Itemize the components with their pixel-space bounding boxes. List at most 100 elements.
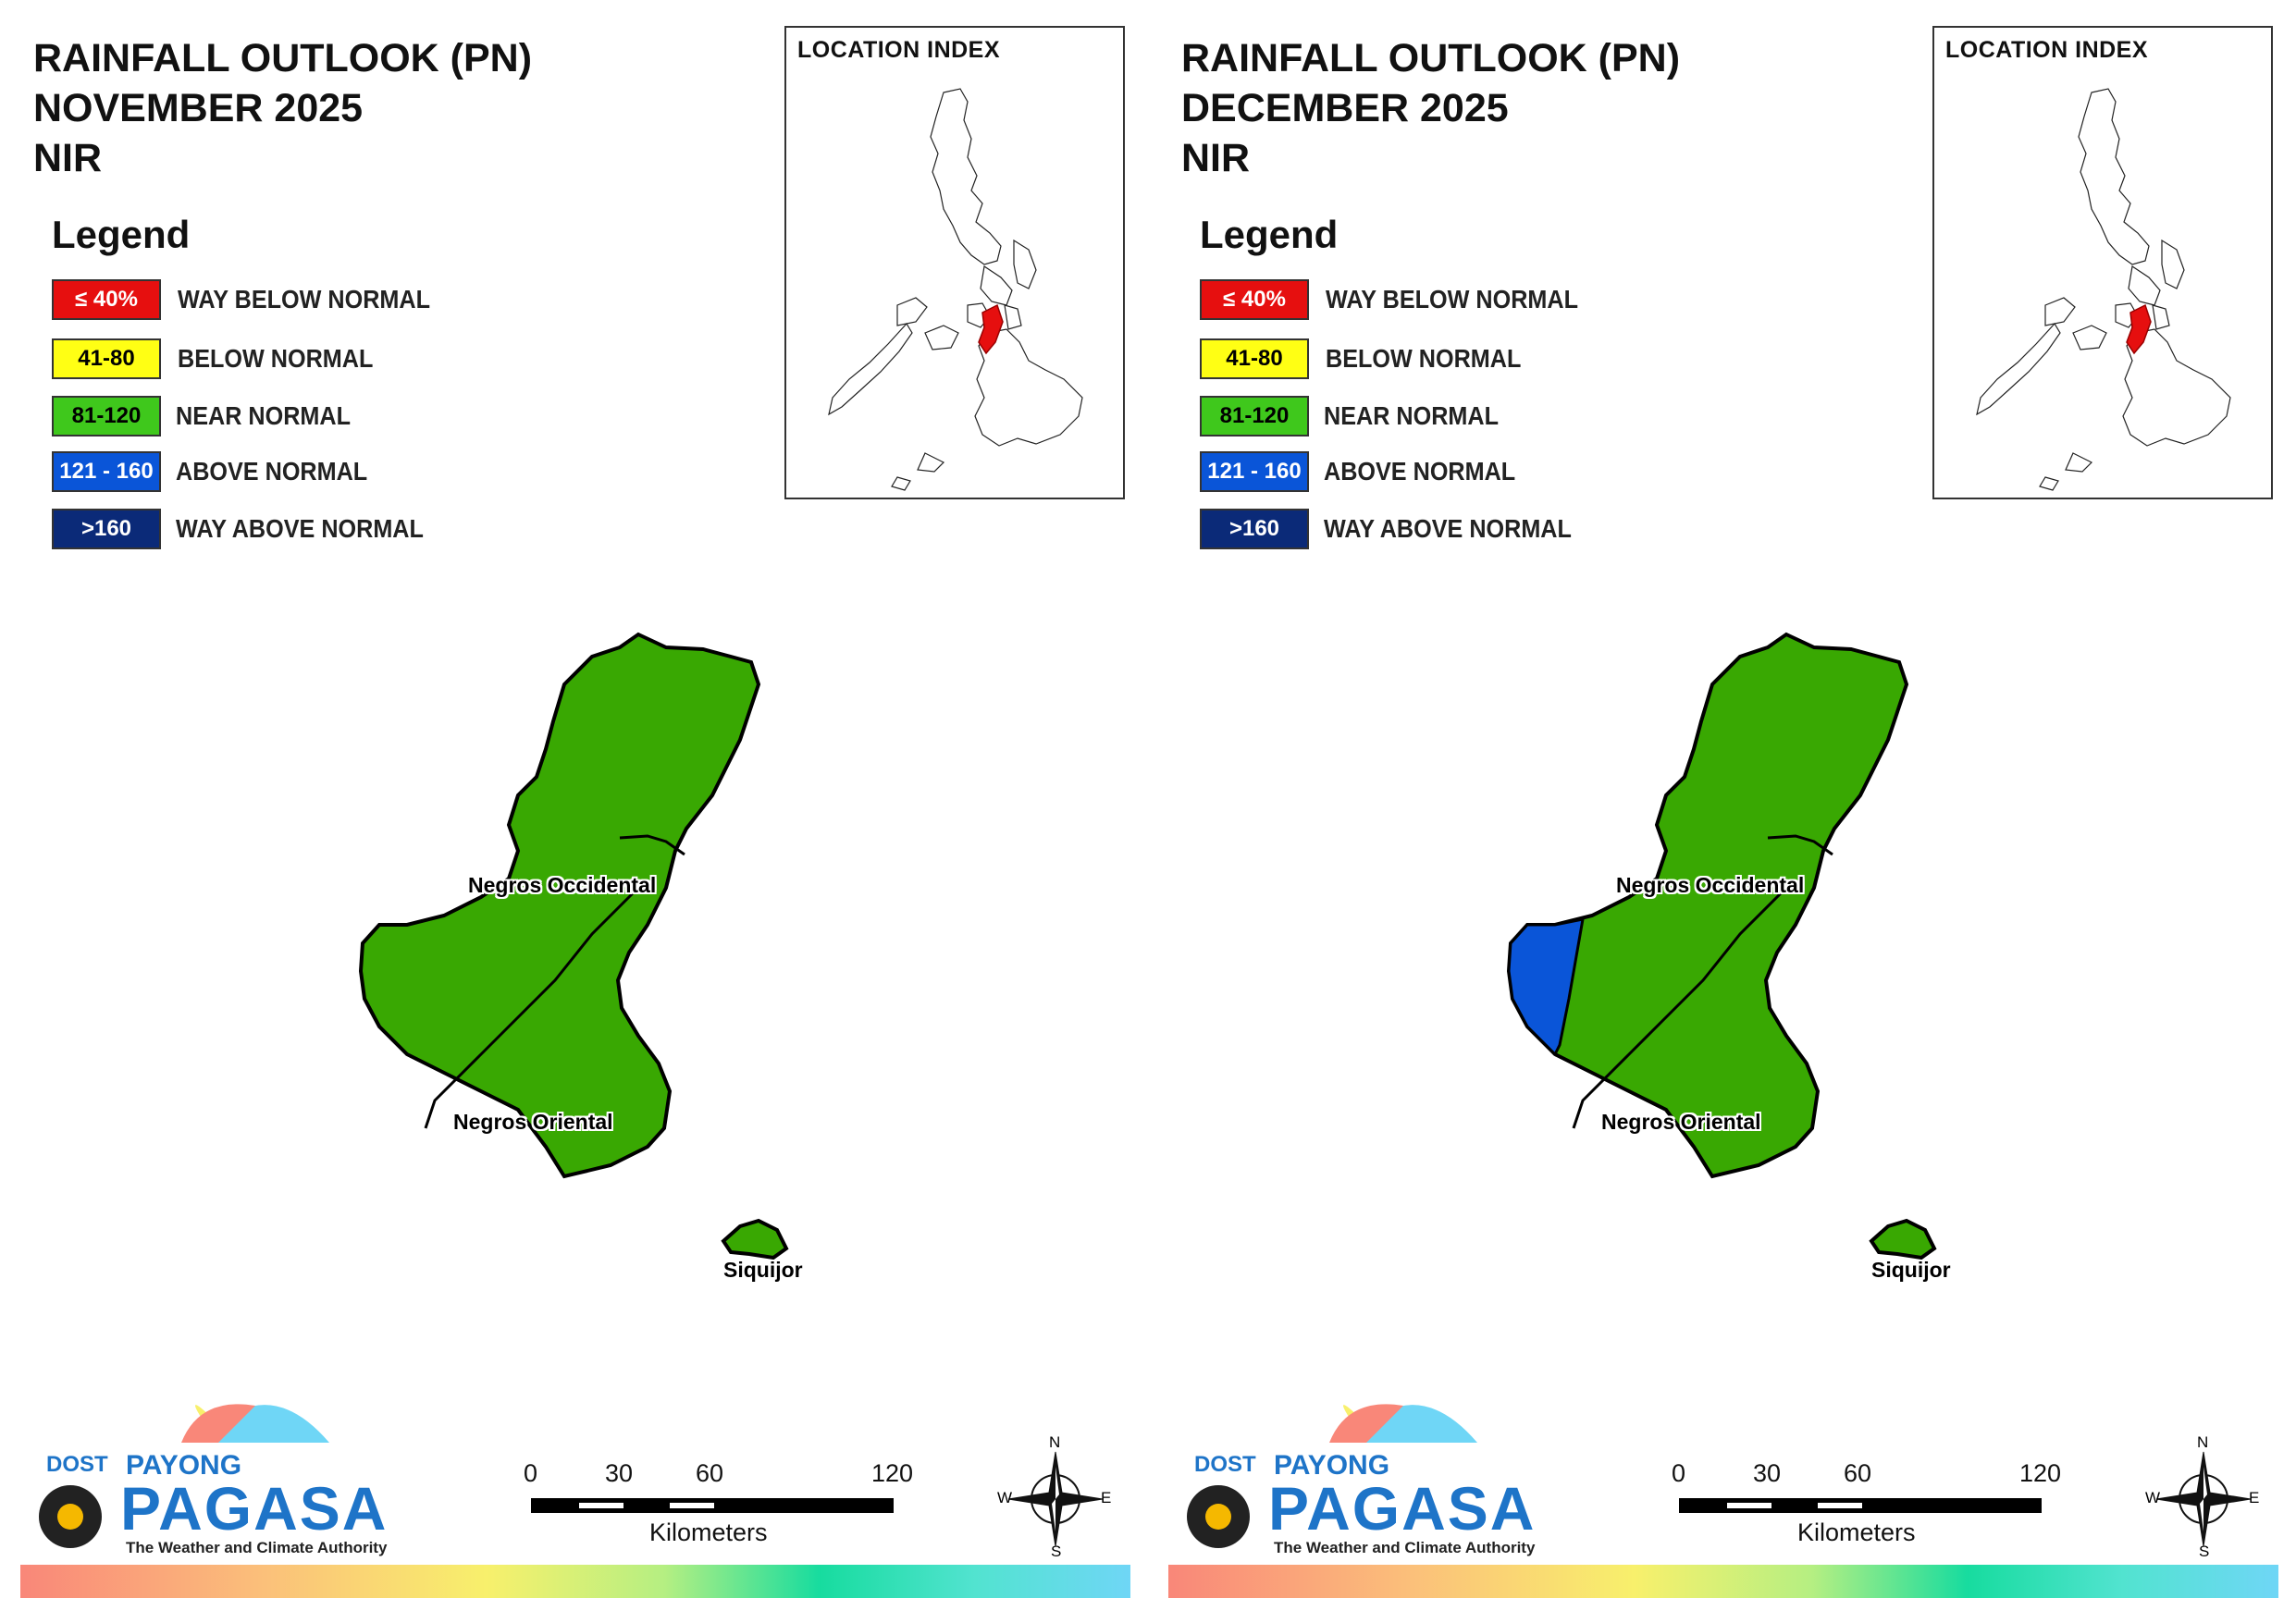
province-boundary xyxy=(424,886,640,1129)
scale-bar-graphic xyxy=(531,1498,894,1513)
province-label-negros-oriental: Negros Oriental xyxy=(453,1110,613,1134)
compass-west: W xyxy=(2145,1489,2161,1506)
legend-item-above-normal: 121 - 160 ABOVE NORMAL xyxy=(52,451,440,492)
legend-label: WAY ABOVE NORMAL xyxy=(1324,514,1572,543)
scale-tick-label: 60 xyxy=(1844,1459,1872,1487)
province-boundary xyxy=(619,834,685,856)
umbrella-icon xyxy=(39,1404,329,1548)
legend-item-way-below-normal: ≤ 40% WAY BELOW NORMAL xyxy=(1200,279,1588,320)
legend-label: BELOW NORMAL xyxy=(1326,344,1522,373)
legend-swatch: >160 xyxy=(52,509,161,549)
color-gradient-bar xyxy=(1168,1565,2278,1598)
highlighted-region xyxy=(978,303,1004,355)
legend-item-below-normal: 41-80 BELOW NORMAL xyxy=(52,338,440,379)
outlook-panel-december: RAINFALL OUTLOOK (PN) DECEMBER 2025 NIR … xyxy=(1148,0,2296,1623)
location-index-title: LOCATION INDEX xyxy=(1945,37,2149,63)
north-arrow-compass: N S W E xyxy=(995,1433,1116,1560)
logo-payong-text: PAYONG xyxy=(126,1450,242,1481)
scale-unit-label: Kilometers xyxy=(649,1518,768,1546)
legend-label: ABOVE NORMAL xyxy=(1324,457,1516,486)
scale-tick-label: 60 xyxy=(696,1459,724,1487)
compass-north: N xyxy=(1049,1433,1061,1451)
title-line-1: RAINFALL OUTLOOK (PN) xyxy=(1181,36,1681,80)
province-label-siquijor: Siquijor xyxy=(723,1258,803,1282)
legend-label: NEAR NORMAL xyxy=(1324,401,1499,430)
legend-swatch: ≤ 40% xyxy=(1200,279,1309,320)
scale-tick-label: 0 xyxy=(524,1459,538,1487)
location-index-title: LOCATION INDEX xyxy=(797,37,1001,63)
compass-west: W xyxy=(997,1489,1013,1506)
scale-tick-label: 30 xyxy=(1753,1459,1782,1487)
siquijor-island xyxy=(1869,1218,1937,1260)
legend-swatch: 81-120 xyxy=(1200,396,1309,436)
title-line-2: NOVEMBER 2025 xyxy=(33,86,364,130)
legend-swatch: 41-80 xyxy=(1200,338,1309,379)
scale-tick-label: 30 xyxy=(605,1459,634,1487)
legend-item-way-below-normal: ≤ 40% WAY BELOW NORMAL xyxy=(52,279,440,320)
compass-south: S xyxy=(1051,1543,1062,1560)
title-line-1: RAINFALL OUTLOOK (PN) xyxy=(33,36,533,80)
legend-item-way-above-normal: >160 WAY ABOVE NORMAL xyxy=(52,509,440,549)
logo-pagasa-text: PAGASA xyxy=(120,1474,389,1543)
legend-item-way-above-normal: >160 WAY ABOVE NORMAL xyxy=(1200,509,1588,549)
legend-item-near-normal: 81-120 NEAR NORMAL xyxy=(52,396,440,436)
legend-label: BELOW NORMAL xyxy=(178,344,374,373)
province-boundary xyxy=(1767,834,1833,856)
negros-island-map xyxy=(1506,632,1937,1260)
legend-swatch: 81-120 xyxy=(52,396,161,436)
logo-payong-text: PAYONG xyxy=(1274,1450,1390,1481)
compass-rose-icon xyxy=(1007,1451,1104,1547)
legend-swatch: 41-80 xyxy=(52,338,161,379)
scale-bar: 0 30 60 120 Kilometers xyxy=(524,1459,931,1552)
north-arrow-compass: N S W E xyxy=(2143,1433,2264,1560)
compass-north: N xyxy=(2197,1433,2209,1451)
color-gradient-bar xyxy=(20,1565,1130,1598)
compass-rose-icon xyxy=(2155,1451,2252,1547)
title-line-3: NIR xyxy=(1181,136,1251,180)
province-label-negros-occidental: Negros Occidental xyxy=(1616,873,1805,897)
province-label-negros-oriental: Negros Oriental xyxy=(1601,1110,1761,1134)
legend-item-above-normal: 121 - 160 ABOVE NORMAL xyxy=(1200,451,1588,492)
legend-swatch: >160 xyxy=(1200,509,1309,549)
umbrella-icon xyxy=(1187,1404,1477,1548)
above-normal-area xyxy=(1507,917,1585,1057)
legend-label: WAY ABOVE NORMAL xyxy=(176,514,424,543)
logo-tagline: The Weather and Climate Authority xyxy=(1274,1539,1536,1556)
location-index-map: LOCATION INDEX xyxy=(784,26,1125,499)
map-title: RAINFALL OUTLOOK (PN) NOVEMBER 2025 NIR xyxy=(33,33,532,183)
title-line-2: DECEMBER 2025 xyxy=(1181,86,1509,130)
compass-east: E xyxy=(1101,1489,1112,1506)
philippines-outline xyxy=(1976,88,2231,491)
legend-label: WAY BELOW NORMAL xyxy=(1326,285,1579,314)
legend-swatch: 121 - 160 xyxy=(1200,451,1309,492)
negros-island-shape xyxy=(358,632,761,1179)
province-label-negros-occidental: Negros Occidental xyxy=(468,873,657,897)
philippines-outline xyxy=(828,88,1083,491)
legend-label: WAY BELOW NORMAL xyxy=(178,285,431,314)
legend-item-below-normal: 41-80 BELOW NORMAL xyxy=(1200,338,1588,379)
scale-bar: 0 30 60 120 Kilometers xyxy=(1672,1459,2079,1552)
scale-tick-label: 120 xyxy=(871,1459,914,1487)
payong-pagasa-logo: DOST PAYONG PAGASA The Weather and Clima… xyxy=(1181,1387,1537,1563)
legend-swatch: ≤ 40% xyxy=(52,279,161,320)
logo-dost-text: DOST xyxy=(1194,1452,1256,1477)
legend-title: Legend xyxy=(52,213,191,256)
scale-bar-graphic xyxy=(1679,1498,2042,1513)
legend-swatch: 121 - 160 xyxy=(52,451,161,492)
title-line-3: NIR xyxy=(33,136,103,180)
scale-tick-label: 0 xyxy=(1672,1459,1686,1487)
map-title: RAINFALL OUTLOOK (PN) DECEMBER 2025 NIR xyxy=(1181,33,1680,183)
logo-pagasa-text: PAGASA xyxy=(1268,1474,1537,1543)
scale-unit-label: Kilometers xyxy=(1797,1518,1916,1546)
siquijor-island xyxy=(721,1218,789,1260)
outlook-panel-november: RAINFALL OUTLOOK (PN) NOVEMBER 2025 NIR … xyxy=(20,26,1130,1598)
province-boundary xyxy=(1572,886,1788,1129)
province-label-siquijor: Siquijor xyxy=(1871,1258,1951,1282)
legend-label: ABOVE NORMAL xyxy=(176,457,368,486)
highlighted-region xyxy=(2126,303,2152,355)
location-index-map: LOCATION INDEX xyxy=(1932,26,2273,499)
legend-label: NEAR NORMAL xyxy=(176,401,351,430)
payong-pagasa-logo: DOST PAYONG PAGASA The Weather and Clima… xyxy=(33,1387,389,1563)
compass-east: E xyxy=(2249,1489,2260,1506)
logo-tagline: The Weather and Climate Authority xyxy=(126,1539,388,1556)
